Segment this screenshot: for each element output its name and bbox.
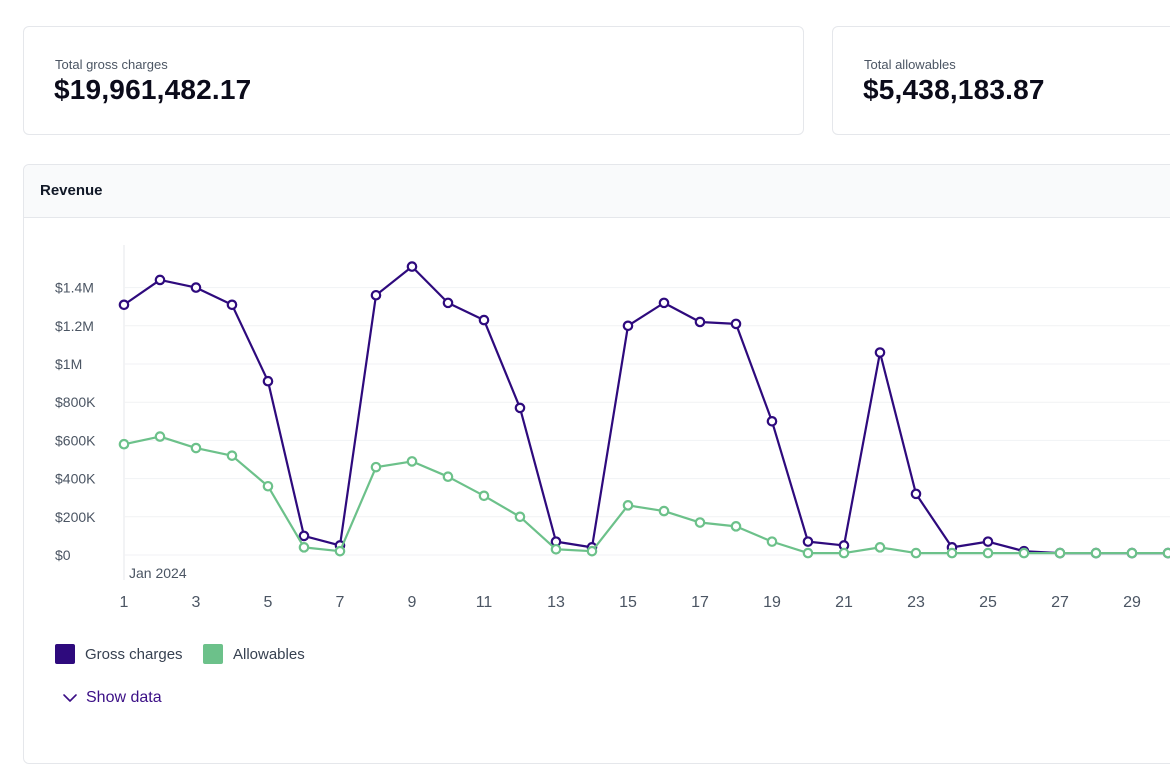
data-point-allowables <box>406 456 418 467</box>
x-tick-label: 25 <box>979 594 997 611</box>
y-tick-label: $800K <box>55 394 96 410</box>
data-point-gross-charges <box>658 297 670 309</box>
data-point-gross-charges <box>802 536 814 547</box>
y-tick-label: $600K <box>55 432 96 448</box>
data-point-gross-charges <box>190 282 202 293</box>
data-point-allowables <box>514 511 526 523</box>
series-line-gross-charges <box>123 265 1168 555</box>
legend-label-allowables: Allowables <box>233 645 305 663</box>
data-point-allowables <box>838 547 850 559</box>
data-point-allowables <box>874 542 886 553</box>
data-point-allowables <box>586 545 598 557</box>
data-point-gross-charges <box>766 415 778 427</box>
data-point-gross-charges <box>982 536 994 547</box>
y-tick-label: $1.2M <box>55 318 94 334</box>
x-tick-label: 27 <box>1051 594 1069 611</box>
total-allowables-label: Total allowables <box>864 57 956 72</box>
data-point-gross-charges <box>874 347 886 358</box>
data-point-gross-charges <box>118 299 130 311</box>
y-tick-label: $1.4M <box>55 280 94 296</box>
data-point-allowables <box>658 505 670 517</box>
x-tick-label: 21 <box>835 594 853 611</box>
show-data-button[interactable]: Show data <box>62 689 162 707</box>
data-point-allowables <box>442 471 454 482</box>
data-point-allowables <box>370 461 382 473</box>
revenue-line-chart: $0 $200K $400K $600K $800K $1M $1.2M $1.4M Jan 2… <box>55 245 1170 611</box>
data-point-allowables <box>1090 547 1102 559</box>
data-point-gross-charges <box>226 299 238 311</box>
data-point-allowables <box>1162 547 1170 559</box>
data-point-allowables <box>226 450 238 461</box>
total-gross-charges-card: Total gross charges $19,961,482.17 <box>23 26 804 135</box>
x-tick-label: 13 <box>547 594 565 611</box>
x-axis-period-label: Jan 2024 <box>129 565 187 581</box>
legend-item-allowables[interactable]: Allowables <box>203 644 305 664</box>
data-point-allowables <box>334 545 346 557</box>
data-point-gross-charges <box>370 289 382 301</box>
total-allowables-card: Total allowables $5,438,183.87 <box>832 26 1170 135</box>
data-point-allowables <box>118 438 130 450</box>
x-tick-label: 19 <box>763 594 781 611</box>
x-tick-label: 3 <box>192 594 201 611</box>
revenue-panel: Revenue $0 $200K $400K $600K $800K $1M $1.2M $1… <box>23 164 1170 764</box>
data-point-gross-charges <box>730 318 742 330</box>
x-tick-label: 17 <box>691 594 709 611</box>
total-gross-charges-label: Total gross charges <box>55 57 168 72</box>
data-point-allowables <box>910 547 922 559</box>
y-tick-label: $200K <box>55 509 96 525</box>
data-point-allowables <box>802 547 814 559</box>
chevron-down-icon <box>63 694 77 702</box>
total-gross-charges-value: $19,961,482.17 <box>54 74 252 105</box>
x-tick-label: 11 <box>476 594 493 611</box>
data-point-allowables <box>946 547 958 559</box>
x-tick-label: 1 <box>120 594 129 611</box>
legend-swatch-gross <box>55 644 75 664</box>
y-tick-label: $1M <box>55 356 82 372</box>
panel-title: Revenue <box>40 182 103 199</box>
data-point-allowables <box>298 542 310 553</box>
data-point-allowables <box>550 543 562 555</box>
data-point-allowables <box>190 442 202 454</box>
data-point-gross-charges <box>622 320 634 332</box>
legend-item-gross-charges[interactable]: Gross charges <box>55 644 183 664</box>
data-point-allowables <box>766 536 778 547</box>
data-point-allowables <box>622 500 634 511</box>
data-point-allowables <box>982 547 994 559</box>
data-point-gross-charges <box>442 297 454 309</box>
y-tick-label: $400K <box>55 471 96 487</box>
data-point-allowables <box>154 431 166 442</box>
y-tick-label: $0 <box>55 547 71 563</box>
data-point-gross-charges <box>262 375 274 387</box>
data-point-allowables <box>478 490 490 502</box>
data-point-allowables <box>1126 547 1138 559</box>
x-tick-label: 5 <box>264 594 273 611</box>
data-point-gross-charges <box>910 488 922 500</box>
x-tick-label: 29 <box>1123 594 1141 611</box>
data-point-gross-charges <box>694 316 706 328</box>
data-point-gross-charges <box>406 261 418 272</box>
x-tick-label: 9 <box>408 594 417 611</box>
total-allowables-value: $5,438,183.87 <box>863 74 1045 105</box>
series-line-allowables <box>123 435 1168 555</box>
show-data-label: Show data <box>86 689 162 706</box>
legend-label-gross: Gross charges <box>85 645 183 663</box>
x-tick-label: 7 <box>336 594 345 611</box>
data-point-allowables <box>694 517 706 528</box>
data-point-gross-charges <box>154 274 166 286</box>
x-tick-label: 23 <box>907 594 925 611</box>
data-point-allowables <box>262 480 274 492</box>
data-point-allowables <box>1054 547 1066 559</box>
legend-swatch-allowables <box>203 644 223 664</box>
data-point-allowables <box>730 521 742 532</box>
revenue-panel-header: Revenue <box>24 165 1170 218</box>
data-point-gross-charges <box>478 314 490 326</box>
data-point-allowables <box>1018 547 1030 559</box>
data-point-gross-charges <box>514 402 526 414</box>
data-point-gross-charges <box>298 530 310 542</box>
x-tick-label: 15 <box>619 594 637 611</box>
